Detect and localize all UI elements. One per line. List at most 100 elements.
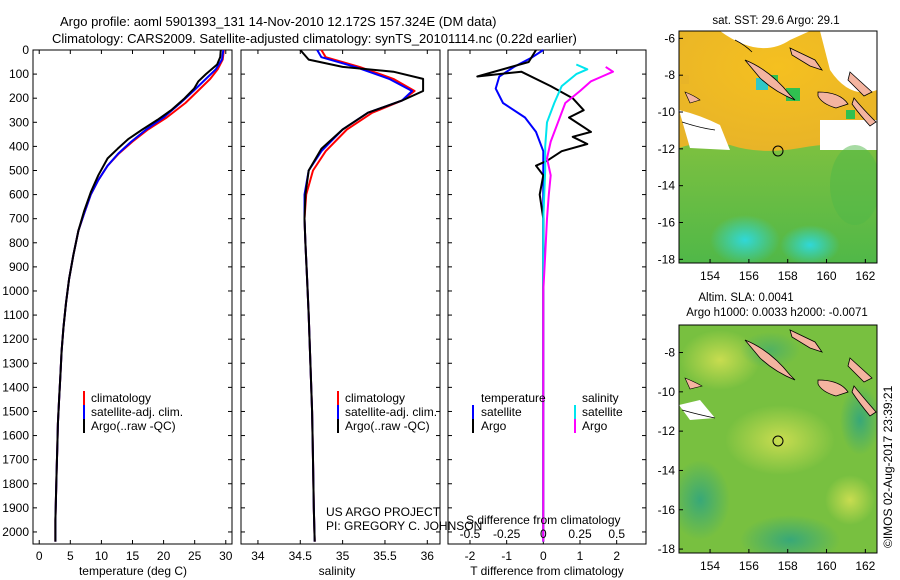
lat-tick-label: -16 bbox=[658, 215, 676, 229]
lon-tick-label: 160 bbox=[817, 269, 837, 283]
depth-tick-label: 1500 bbox=[2, 404, 29, 418]
x-tick-label: 15 bbox=[126, 549, 140, 563]
lat-tick-label: -6 bbox=[664, 31, 675, 45]
depth-tick-label: 2000 bbox=[2, 525, 29, 539]
lat-tick-label: -14 bbox=[658, 179, 676, 193]
temperature-lines bbox=[54, 49, 225, 542]
t-difference-label: T difference from climatology bbox=[470, 564, 624, 578]
legend-label-climatology: climatology bbox=[345, 391, 405, 405]
s-tick-label: -0.25 bbox=[493, 527, 521, 541]
project-credit: US ARGO PROJECT bbox=[326, 505, 441, 519]
s-tick-label: 0.25 bbox=[568, 527, 592, 541]
salinity-x-axis: 34 34.5 35 35.5 36 bbox=[251, 50, 434, 563]
difference-axes-frame bbox=[447, 49, 647, 545]
depth-tick-label: 1600 bbox=[2, 429, 29, 443]
series-line-climatology bbox=[303, 49, 416, 542]
s-tick-label: 0.5 bbox=[608, 527, 625, 541]
series-line-argo bbox=[54, 49, 222, 542]
x-tick-label: 2 bbox=[613, 549, 620, 563]
lat-tick-label: -10 bbox=[658, 385, 676, 399]
sla-map-title-line-1: Altim. SLA: 0.0041 bbox=[698, 292, 793, 304]
sst-map-axes: 154 156 158 160 162 -6 -8 -10 -12 -14 -16 -18 bbox=[658, 31, 876, 283]
salinity-legend: climatology satellite-adj. clim. Argo(..… bbox=[337, 391, 437, 433]
x-tick-label: 36 bbox=[421, 549, 435, 563]
salinity-lines bbox=[299, 49, 425, 542]
sst-argo-marker bbox=[772, 145, 784, 157]
lat-tick-label: -18 bbox=[658, 252, 676, 266]
x-tick-label: 30 bbox=[219, 549, 233, 563]
sst-map-title: sat. SST: 29.6 Argo: 29.1 bbox=[712, 15, 839, 27]
depth-tick-label: 800 bbox=[9, 236, 29, 250]
lon-tick-label: 154 bbox=[700, 269, 720, 283]
imos-credit: ©IMOS 02-Aug-2017 23:39:21 bbox=[881, 385, 895, 548]
depth-tick-label: 1400 bbox=[2, 380, 29, 394]
lat-tick-label: -14 bbox=[658, 463, 676, 477]
legend-label-argo: Argo(..raw -QC) bbox=[345, 419, 430, 433]
series-line-s-argo bbox=[542, 66, 614, 542]
difference-legend: temperature salinity satellite Argo sate… bbox=[472, 391, 623, 433]
lat-tick-label: -12 bbox=[658, 424, 676, 438]
s-tick-label: -0.5 bbox=[460, 527, 481, 541]
temperature-panel: 0100200300400500600700800900100011001200… bbox=[2, 43, 646, 578]
legend-heading-salinity: salinity bbox=[582, 391, 619, 405]
temperature-legend: climatology satellite-adj. clim. Argo(..… bbox=[83, 391, 183, 433]
x-tick-label: 35 bbox=[336, 549, 350, 563]
x-tick-label: 20 bbox=[157, 549, 171, 563]
x-tick-label: 35.5 bbox=[373, 549, 397, 563]
x-tick-label: -1 bbox=[501, 549, 512, 563]
lat-tick-label: -16 bbox=[658, 503, 676, 517]
s-difference-label: S difference from climatology bbox=[466, 513, 621, 527]
lat-tick-label: -10 bbox=[658, 105, 676, 119]
legend-label-s-argo: Argo bbox=[582, 419, 608, 433]
lat-tick-label: -8 bbox=[664, 68, 675, 82]
x-tick-label: 25 bbox=[188, 549, 202, 563]
temperature-axes-frame bbox=[32, 49, 233, 545]
salinity-panel: 34 34.5 35 35.5 36 salinity climatology sate… bbox=[240, 49, 482, 578]
x-tick-label: 0 bbox=[540, 549, 547, 563]
header-line-1: Argo profile: aoml 5901393_131 14-Nov-20… bbox=[60, 14, 497, 29]
sla-map-panel: Altim. SLA: 0.0041 Argo h1000: 0.0033 h2… bbox=[658, 292, 878, 573]
sst-map-panel: sat. SST: 29.6 Argo: 29.1 bbox=[658, 15, 878, 283]
lon-tick-label: 162 bbox=[855, 269, 875, 283]
depth-axis: 0 100 200 300 400 500 600 700 800 900 1000 1100 1200… bbox=[2, 43, 646, 539]
depth-tick-label: 600 bbox=[9, 188, 29, 202]
sla-argo-marker bbox=[772, 435, 784, 447]
series-line-t-satellite bbox=[494, 49, 545, 542]
legend-label-satellite: satellite-adj. clim. bbox=[345, 405, 437, 419]
legend-label-t-satellite: satellite bbox=[481, 405, 522, 419]
depth-tick-label: 900 bbox=[9, 260, 29, 274]
temperature-xlabel: temperature (deg C) bbox=[79, 564, 187, 578]
depth-tick-label: 1100 bbox=[3, 308, 29, 322]
depth-tick-label: 1900 bbox=[2, 501, 29, 515]
legend-heading-temperature: temperature bbox=[481, 391, 546, 405]
lon-tick-label: 156 bbox=[739, 269, 759, 283]
depth-tick-label: 300 bbox=[9, 115, 29, 129]
sst-map-frame bbox=[678, 30, 878, 264]
salinity-difference-ticks: -0.5 -0.25 0 0.25 0.5 bbox=[460, 527, 626, 541]
lon-tick-label: 154 bbox=[700, 559, 720, 573]
depth-tick-label: 0 bbox=[22, 43, 29, 57]
legend-label-s-satellite: satellite bbox=[582, 405, 623, 419]
temperature-x-axis: 0 5 10 15 20 25 30 bbox=[36, 50, 233, 563]
x-tick-label: -2 bbox=[465, 549, 476, 563]
x-tick-label: 34 bbox=[251, 549, 265, 563]
lat-tick-label: -12 bbox=[658, 142, 676, 156]
depth-tick-label: 100 bbox=[9, 67, 29, 81]
depth-tick-label: 1700 bbox=[2, 453, 29, 467]
x-tick-label: 34.5 bbox=[289, 549, 313, 563]
salinity-axes-frame bbox=[240, 49, 441, 545]
x-tick-label: 0 bbox=[36, 549, 43, 563]
depth-tick-label: 1800 bbox=[2, 477, 29, 491]
depth-tick-label: 1000 bbox=[2, 284, 29, 298]
lat-tick-label: -18 bbox=[658, 542, 676, 556]
depth-tick-label: 1300 bbox=[2, 356, 29, 370]
difference-x-axis: -2 -1 0 1 2 bbox=[465, 50, 620, 563]
sla-map-title-line-2: Argo h1000: 0.0033 h2000: -0.0071 bbox=[686, 307, 868, 319]
difference-panel: -2 -1 0 1 2 -0.5 -0.25 0 0.25 0.5 S difference f… bbox=[447, 49, 647, 578]
sst-map-field bbox=[679, 31, 877, 263]
sla-map-field bbox=[679, 325, 877, 553]
series-line-t-argo bbox=[476, 49, 592, 542]
series-line-satellite bbox=[54, 49, 225, 542]
lat-tick-label: -8 bbox=[664, 346, 675, 360]
